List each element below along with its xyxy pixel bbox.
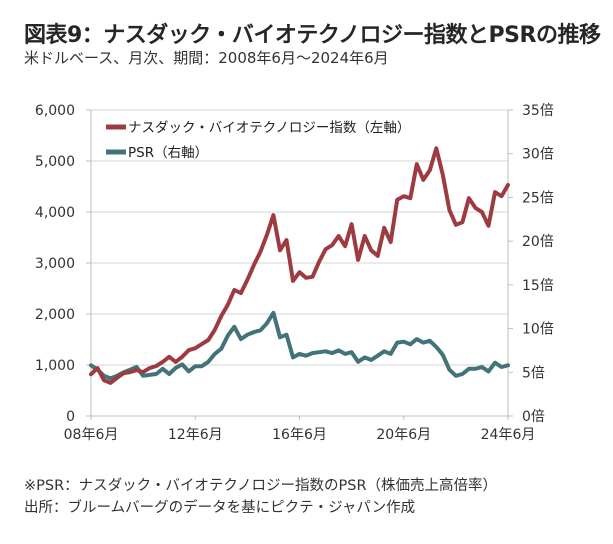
chart-subtitle: 米ドルベース、月次、期間：2008年6月～2024年6月: [24, 49, 389, 67]
legend-label-index: ナスダック・バイオテクノロジー指数（左軸）: [128, 120, 410, 136]
x-axis-ticks: 08年6月 12年6月 16年6月 20年6月 24年6月: [64, 416, 536, 443]
chart-title: 図表9：ナスダック・バイオテクノロジー指数とPSRの推移: [24, 23, 601, 48]
left-axis-ticks: 0 1,000 2,000 3,000 4,000 5,000 6,000: [35, 103, 91, 425]
source-note: 出所：ブルームバーグのデータを基にピクテ・ジャパン作成: [24, 500, 416, 516]
right-axis-ticks: 0倍 5倍 10倍 15倍 20倍 25倍 30倍 35倍: [508, 103, 554, 425]
series-line-index: [89, 146, 510, 385]
legend: ナスダック・バイオテクノロジー指数（左軸） PSR（右軸）: [106, 120, 410, 161]
series-lines: [89, 146, 510, 385]
right-tick-label: 35倍: [522, 103, 554, 119]
right-tick-label: 30倍: [522, 147, 554, 163]
footnote: ※PSR：ナスダック・バイオテクノロジー指数のPSR（株価売上高倍率）: [24, 478, 498, 494]
x-tick-label: 12年6月: [168, 427, 223, 443]
left-tick-label: 6,000: [35, 103, 75, 119]
right-tick-label: 10倍: [522, 322, 554, 338]
right-tick-label: 5倍: [522, 365, 545, 381]
x-tick-label: 16年6月: [272, 427, 327, 443]
left-tick-label: 1,000: [35, 358, 75, 374]
left-tick-label: 5,000: [35, 154, 75, 170]
x-tick-label: 08年6月: [64, 427, 119, 443]
x-tick-label: 24年6月: [481, 427, 536, 443]
series-line-psr: [89, 310, 510, 381]
right-tick-label: 20倍: [522, 234, 554, 250]
left-tick-label: 4,000: [35, 205, 75, 221]
left-tick-label: 3,000: [35, 256, 75, 272]
legend-label-psr: PSR（右軸）: [128, 145, 208, 161]
left-tick-label: 2,000: [35, 307, 75, 323]
left-tick-label: 0: [66, 409, 75, 425]
x-tick-label: 20年6月: [376, 427, 431, 443]
right-tick-label: 15倍: [522, 278, 554, 294]
right-tick-label: 25倍: [522, 190, 554, 206]
right-tick-label: 0倍: [522, 409, 545, 425]
